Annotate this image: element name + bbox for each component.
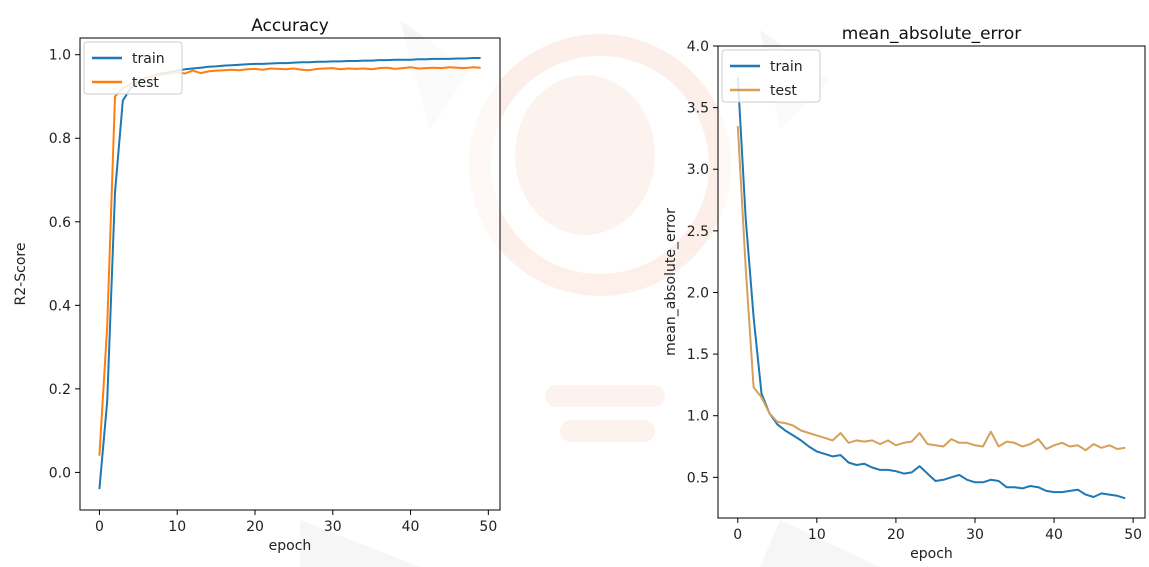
x-tick-label: 40 xyxy=(402,519,420,535)
axes-frame xyxy=(717,45,1146,519)
x-axis-label: epoch xyxy=(910,546,953,562)
plot-area xyxy=(718,46,1145,518)
legend-label-train: train xyxy=(770,59,803,75)
x-tick-label: 20 xyxy=(246,519,264,535)
x-tick-label: 50 xyxy=(479,519,497,535)
series-line-test xyxy=(736,126,1126,452)
y-tick-label: 0.0 xyxy=(49,465,71,481)
chart-title: Accuracy xyxy=(251,16,329,36)
y-tick-label: 0.6 xyxy=(49,215,71,231)
y-axis-label: R2-Score xyxy=(13,243,29,306)
x-tick-label: 10 xyxy=(168,519,186,535)
x-tick-label: 10 xyxy=(808,527,826,543)
y-axis-label: mean_absolute_error xyxy=(663,208,679,356)
series-line-train xyxy=(736,76,1126,500)
axes-frame xyxy=(79,37,501,511)
y-tick-label: 1.5 xyxy=(687,347,709,363)
y-tick-label: 2.0 xyxy=(687,285,709,301)
y-tick-label: 0.5 xyxy=(687,470,709,486)
y-tick-label: 3.5 xyxy=(687,101,709,117)
legend-label-test: test xyxy=(132,75,159,91)
y-tick-label: 2.5 xyxy=(687,224,709,240)
x-tick-label: 0 xyxy=(95,519,104,535)
x-tick-label: 20 xyxy=(887,527,905,543)
y-tick-label: 1.0 xyxy=(49,48,71,64)
y-tick-label: 0.8 xyxy=(49,131,71,147)
plot-area xyxy=(80,38,500,510)
y-tick-label: 0.2 xyxy=(49,382,71,398)
legend-label-train: train xyxy=(132,51,165,67)
x-tick-label: 0 xyxy=(733,527,742,543)
x-axis-label: epoch xyxy=(269,538,312,554)
y-tick-label: 3.0 xyxy=(687,162,709,178)
chart-title: mean_absolute_error xyxy=(842,24,1021,44)
legend-label-test: test xyxy=(770,83,797,99)
x-tick-label: 30 xyxy=(966,527,984,543)
y-tick-label: 1.0 xyxy=(687,409,709,425)
x-tick-label: 30 xyxy=(324,519,342,535)
x-tick-label: 40 xyxy=(1045,527,1063,543)
x-tick-label: 50 xyxy=(1124,527,1142,543)
y-tick-label: 0.4 xyxy=(49,298,71,314)
y-tick-label: 4.0 xyxy=(687,39,709,55)
